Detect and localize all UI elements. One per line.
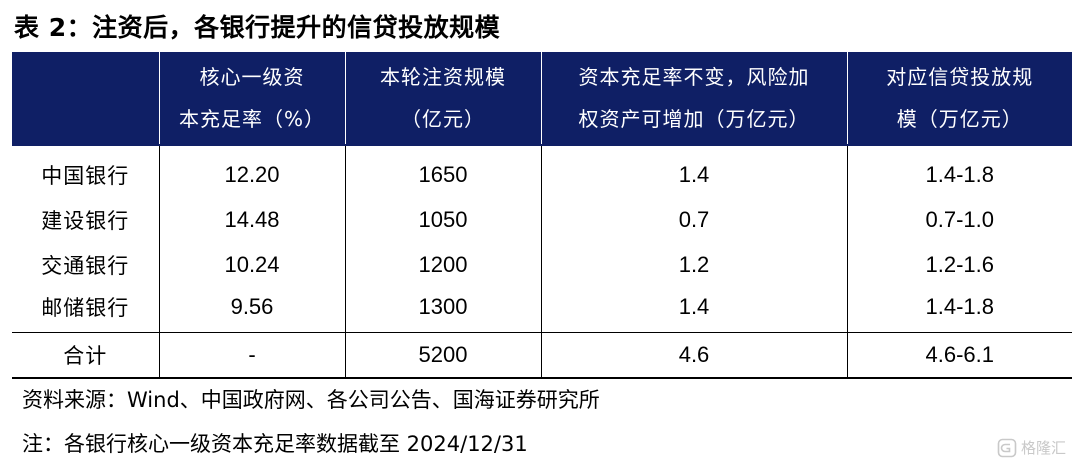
total-credit-cell: 4.6-6.1 <box>846 332 1072 378</box>
table-title: 表 2：注资后，各银行提升的信贷投放规模 <box>14 13 501 42</box>
total-row: 合计 - 5200 4.6 4.6-6.1 <box>12 332 1072 378</box>
rwa-increase-cell: 1.4 <box>540 145 847 197</box>
header-line: （亿元） <box>401 107 485 131</box>
header-line: 本充足率（%） <box>178 107 325 131</box>
cet1-ratio-cell: 10.24 <box>158 242 345 287</box>
header-line: 权资产可增加（万亿元） <box>578 107 810 131</box>
total-label-cell: 合计 <box>63 343 108 368</box>
header-cell-rwa-increase: 资本充足率不变，风险加 权资产可增加（万亿元） <box>540 52 847 145</box>
footnote: 注：各银行核心一级资本充足率数据截至 2024/12/31 <box>22 432 528 456</box>
header-cell-cet1-ratio: 核心一级资 本充足率（%） <box>158 52 345 145</box>
credit-scale-cell: 0.7-1.0 <box>846 197 1072 242</box>
credit-scale-cell: 1.4-1.8 <box>846 145 1072 197</box>
watermark: 格隆汇 <box>997 437 1066 458</box>
header-line: 对应信贷投放规 <box>886 65 1034 89</box>
injection-size-cell: 1650 <box>344 145 541 197</box>
header-cell-injection-size: 本轮注资规模 （亿元） <box>344 52 541 145</box>
table-row: 建设银行 14.48 1050 0.7 0.7-1.0 <box>12 197 1072 242</box>
header-cell-bank <box>12 52 159 145</box>
cet1-ratio-cell: 14.48 <box>158 197 345 242</box>
table-row: 中国银行 12.20 1650 1.4 1.4-1.8 <box>12 145 1072 197</box>
bank-name-cell: 交通银行 <box>41 253 130 278</box>
injection-size-cell: 1050 <box>344 197 541 242</box>
table-row: 交通银行 10.24 1200 1.2 1.2-1.6 <box>12 242 1072 287</box>
header-line: 本轮注资规模 <box>380 65 506 89</box>
header-line: 核心一级资 <box>199 65 305 89</box>
injection-size-cell: 1300 <box>344 287 541 332</box>
header-cell-credit-scale: 对应信贷投放规 模（万亿元） <box>846 52 1072 145</box>
cet1-ratio-cell: 9.56 <box>158 287 345 332</box>
total-injection-cell: 5200 <box>344 332 541 378</box>
bank-name-cell: 邮储银行 <box>41 296 130 321</box>
source-note: 资料来源：Wind、中国政府网、各公司公告、国海证券研究所 <box>22 388 600 412</box>
header-row: 核心一级资 本充足率（%） 本轮注资规模 （亿元） 资本充足率不变，风险加 权资… <box>12 52 1072 145</box>
credit-scale-cell: 1.2-1.6 <box>846 242 1072 287</box>
rwa-increase-cell: 1.4 <box>540 287 847 332</box>
watermark-logo-icon <box>997 438 1017 457</box>
bank-name-cell: 建设银行 <box>41 208 130 233</box>
bank-name-cell: 中国银行 <box>41 163 130 188</box>
credit-table: 核心一级资 本充足率（%） 本轮注资规模 （亿元） 资本充足率不变，风险加 权资… <box>12 52 1072 379</box>
table-row: 邮储银行 9.56 1300 1.4 1.4-1.8 <box>12 287 1072 332</box>
injection-size-cell: 1200 <box>344 242 541 287</box>
total-rwa-cell: 4.6 <box>540 332 847 378</box>
rwa-increase-cell: 0.7 <box>540 197 847 242</box>
cet1-ratio-cell: 12.20 <box>158 145 345 197</box>
rwa-increase-cell: 1.2 <box>540 242 847 287</box>
total-cet1-cell: - <box>158 332 345 378</box>
credit-scale-cell: 1.4-1.8 <box>846 287 1072 332</box>
header-line: 模（万亿元） <box>896 107 1023 131</box>
header-line: 资本充足率不变，风险加 <box>578 65 810 89</box>
watermark-text: 格隆汇 <box>1020 439 1066 457</box>
